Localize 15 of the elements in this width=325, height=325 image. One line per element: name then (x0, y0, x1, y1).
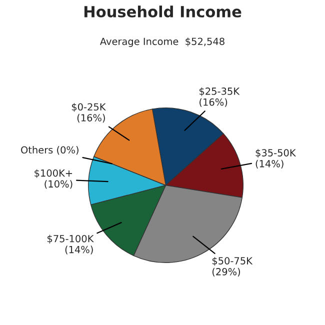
slice-label: $35-50K (256, 148, 296, 158)
slice-label: $75-100K (48, 234, 94, 244)
data-label: (10%) (44, 180, 72, 189)
category-label: Others (0%) (21, 146, 78, 155)
chart-title: Household Income (84, 6, 242, 18)
slice-label: $25-35K (200, 87, 240, 96)
slice-label: $50-75K (212, 256, 253, 266)
data-label: (16%) (77, 114, 105, 123)
chart-subtitle: Average Income $52,548 (100, 38, 224, 47)
data-label: (14%) (256, 160, 284, 168)
data-label: (16%) (200, 98, 228, 107)
slice-label: $0-25K (72, 103, 106, 112)
data-label: (14%) (65, 246, 93, 254)
slice-label: $100K+ (34, 169, 72, 178)
data-label: (29%) (212, 268, 240, 277)
